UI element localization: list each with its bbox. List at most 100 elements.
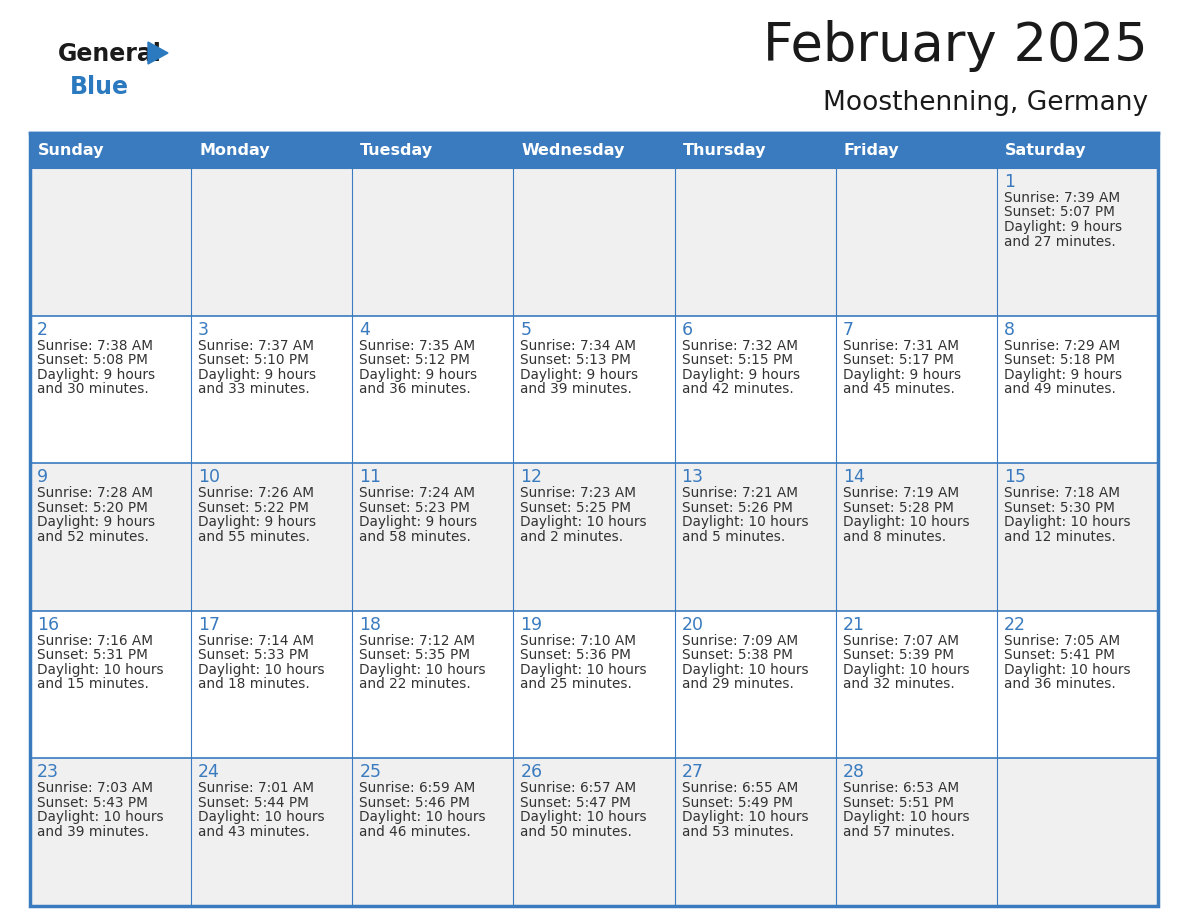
Text: Sunset: 5:39 PM: Sunset: 5:39 PM bbox=[842, 648, 954, 662]
Text: 1: 1 bbox=[1004, 173, 1015, 191]
Text: Daylight: 10 hours: Daylight: 10 hours bbox=[842, 663, 969, 677]
Text: Sunrise: 7:35 AM: Sunrise: 7:35 AM bbox=[359, 339, 475, 353]
Text: Daylight: 10 hours: Daylight: 10 hours bbox=[359, 811, 486, 824]
Text: and 25 minutes.: and 25 minutes. bbox=[520, 677, 632, 691]
Text: Sunrise: 7:18 AM: Sunrise: 7:18 AM bbox=[1004, 487, 1120, 500]
Text: Sunset: 5:18 PM: Sunset: 5:18 PM bbox=[1004, 353, 1114, 367]
Text: Daylight: 9 hours: Daylight: 9 hours bbox=[682, 367, 800, 382]
Text: 16: 16 bbox=[37, 616, 59, 633]
Text: 21: 21 bbox=[842, 616, 865, 633]
Text: Sunset: 5:15 PM: Sunset: 5:15 PM bbox=[682, 353, 792, 367]
Text: 10: 10 bbox=[198, 468, 220, 487]
Text: 6: 6 bbox=[682, 320, 693, 339]
Bar bbox=[997, 610, 1158, 758]
Bar bbox=[30, 610, 191, 758]
Bar bbox=[353, 168, 513, 316]
Text: Sunrise: 7:31 AM: Sunrise: 7:31 AM bbox=[842, 339, 959, 353]
Text: and 12 minutes.: and 12 minutes. bbox=[1004, 530, 1116, 543]
Text: Sunrise: 7:38 AM: Sunrise: 7:38 AM bbox=[37, 339, 153, 353]
Bar bbox=[30, 758, 191, 906]
Text: Daylight: 10 hours: Daylight: 10 hours bbox=[198, 663, 324, 677]
Bar bbox=[191, 758, 353, 906]
Bar bbox=[191, 168, 353, 316]
Text: Sunset: 5:51 PM: Sunset: 5:51 PM bbox=[842, 796, 954, 810]
Text: 14: 14 bbox=[842, 468, 865, 487]
Text: Sunset: 5:43 PM: Sunset: 5:43 PM bbox=[37, 796, 147, 810]
Text: Sunset: 5:41 PM: Sunset: 5:41 PM bbox=[1004, 648, 1114, 662]
Text: Sunrise: 7:21 AM: Sunrise: 7:21 AM bbox=[682, 487, 797, 500]
Bar bbox=[30, 133, 1158, 906]
Text: 8: 8 bbox=[1004, 320, 1015, 339]
Text: Sunset: 5:33 PM: Sunset: 5:33 PM bbox=[198, 648, 309, 662]
Text: Sunset: 5:08 PM: Sunset: 5:08 PM bbox=[37, 353, 147, 367]
Text: and 27 minutes.: and 27 minutes. bbox=[1004, 234, 1116, 249]
Text: Sunset: 5:25 PM: Sunset: 5:25 PM bbox=[520, 500, 632, 515]
Text: Daylight: 9 hours: Daylight: 9 hours bbox=[359, 367, 478, 382]
Text: and 57 minutes.: and 57 minutes. bbox=[842, 825, 955, 839]
Text: and 32 minutes.: and 32 minutes. bbox=[842, 677, 954, 691]
Bar bbox=[191, 610, 353, 758]
Text: Daylight: 10 hours: Daylight: 10 hours bbox=[682, 811, 808, 824]
Text: Moosthenning, Germany: Moosthenning, Germany bbox=[823, 90, 1148, 116]
Text: Sunset: 5:22 PM: Sunset: 5:22 PM bbox=[198, 500, 309, 515]
Text: Sunrise: 7:32 AM: Sunrise: 7:32 AM bbox=[682, 339, 797, 353]
Bar bbox=[191, 464, 353, 610]
Text: 12: 12 bbox=[520, 468, 543, 487]
Bar bbox=[30, 316, 191, 464]
Text: and 30 minutes.: and 30 minutes. bbox=[37, 382, 148, 396]
Bar bbox=[675, 316, 835, 464]
Text: Daylight: 9 hours: Daylight: 9 hours bbox=[520, 367, 639, 382]
Text: Sunset: 5:26 PM: Sunset: 5:26 PM bbox=[682, 500, 792, 515]
Text: 20: 20 bbox=[682, 616, 703, 633]
Bar bbox=[513, 168, 675, 316]
Text: Sunset: 5:07 PM: Sunset: 5:07 PM bbox=[1004, 206, 1114, 219]
Text: 15: 15 bbox=[1004, 468, 1026, 487]
Text: Sunrise: 7:07 AM: Sunrise: 7:07 AM bbox=[842, 633, 959, 648]
Text: Sunrise: 7:16 AM: Sunrise: 7:16 AM bbox=[37, 633, 153, 648]
Text: and 5 minutes.: and 5 minutes. bbox=[682, 530, 785, 543]
Text: Sunset: 5:20 PM: Sunset: 5:20 PM bbox=[37, 500, 147, 515]
Text: Daylight: 10 hours: Daylight: 10 hours bbox=[682, 663, 808, 677]
Text: and 22 minutes.: and 22 minutes. bbox=[359, 677, 470, 691]
Text: Daylight: 10 hours: Daylight: 10 hours bbox=[198, 811, 324, 824]
Text: Sunset: 5:47 PM: Sunset: 5:47 PM bbox=[520, 796, 631, 810]
Bar bbox=[835, 464, 997, 610]
Text: 7: 7 bbox=[842, 320, 854, 339]
Text: 18: 18 bbox=[359, 616, 381, 633]
Text: Daylight: 10 hours: Daylight: 10 hours bbox=[359, 663, 486, 677]
Text: Sunrise: 7:03 AM: Sunrise: 7:03 AM bbox=[37, 781, 153, 795]
Bar bbox=[513, 610, 675, 758]
Text: Sunset: 5:30 PM: Sunset: 5:30 PM bbox=[1004, 500, 1114, 515]
Bar bbox=[30, 133, 191, 168]
Text: and 50 minutes.: and 50 minutes. bbox=[520, 825, 632, 839]
Text: Sunrise: 7:12 AM: Sunrise: 7:12 AM bbox=[359, 633, 475, 648]
Text: Sunset: 5:36 PM: Sunset: 5:36 PM bbox=[520, 648, 631, 662]
Bar bbox=[835, 316, 997, 464]
Bar bbox=[835, 133, 997, 168]
Text: and 53 minutes.: and 53 minutes. bbox=[682, 825, 794, 839]
Text: and 29 minutes.: and 29 minutes. bbox=[682, 677, 794, 691]
Text: and 15 minutes.: and 15 minutes. bbox=[37, 677, 148, 691]
Bar bbox=[191, 316, 353, 464]
Text: 28: 28 bbox=[842, 764, 865, 781]
Text: 9: 9 bbox=[37, 468, 49, 487]
Text: and 39 minutes.: and 39 minutes. bbox=[520, 382, 632, 396]
Text: Daylight: 10 hours: Daylight: 10 hours bbox=[520, 515, 647, 529]
Text: February 2025: February 2025 bbox=[763, 20, 1148, 72]
Text: Daylight: 9 hours: Daylight: 9 hours bbox=[1004, 220, 1121, 234]
Text: Sunset: 5:31 PM: Sunset: 5:31 PM bbox=[37, 648, 147, 662]
Text: 19: 19 bbox=[520, 616, 543, 633]
Bar bbox=[675, 133, 835, 168]
Text: 23: 23 bbox=[37, 764, 59, 781]
Text: Sunrise: 7:39 AM: Sunrise: 7:39 AM bbox=[1004, 191, 1120, 205]
Text: Sunset: 5:28 PM: Sunset: 5:28 PM bbox=[842, 500, 954, 515]
Bar bbox=[513, 758, 675, 906]
Bar bbox=[513, 464, 675, 610]
Text: Sunset: 5:12 PM: Sunset: 5:12 PM bbox=[359, 353, 470, 367]
Text: Sunrise: 7:09 AM: Sunrise: 7:09 AM bbox=[682, 633, 797, 648]
Text: Daylight: 10 hours: Daylight: 10 hours bbox=[842, 515, 969, 529]
Text: Daylight: 9 hours: Daylight: 9 hours bbox=[359, 515, 478, 529]
Text: 11: 11 bbox=[359, 468, 381, 487]
Text: Sunrise: 6:57 AM: Sunrise: 6:57 AM bbox=[520, 781, 637, 795]
Bar bbox=[353, 610, 513, 758]
